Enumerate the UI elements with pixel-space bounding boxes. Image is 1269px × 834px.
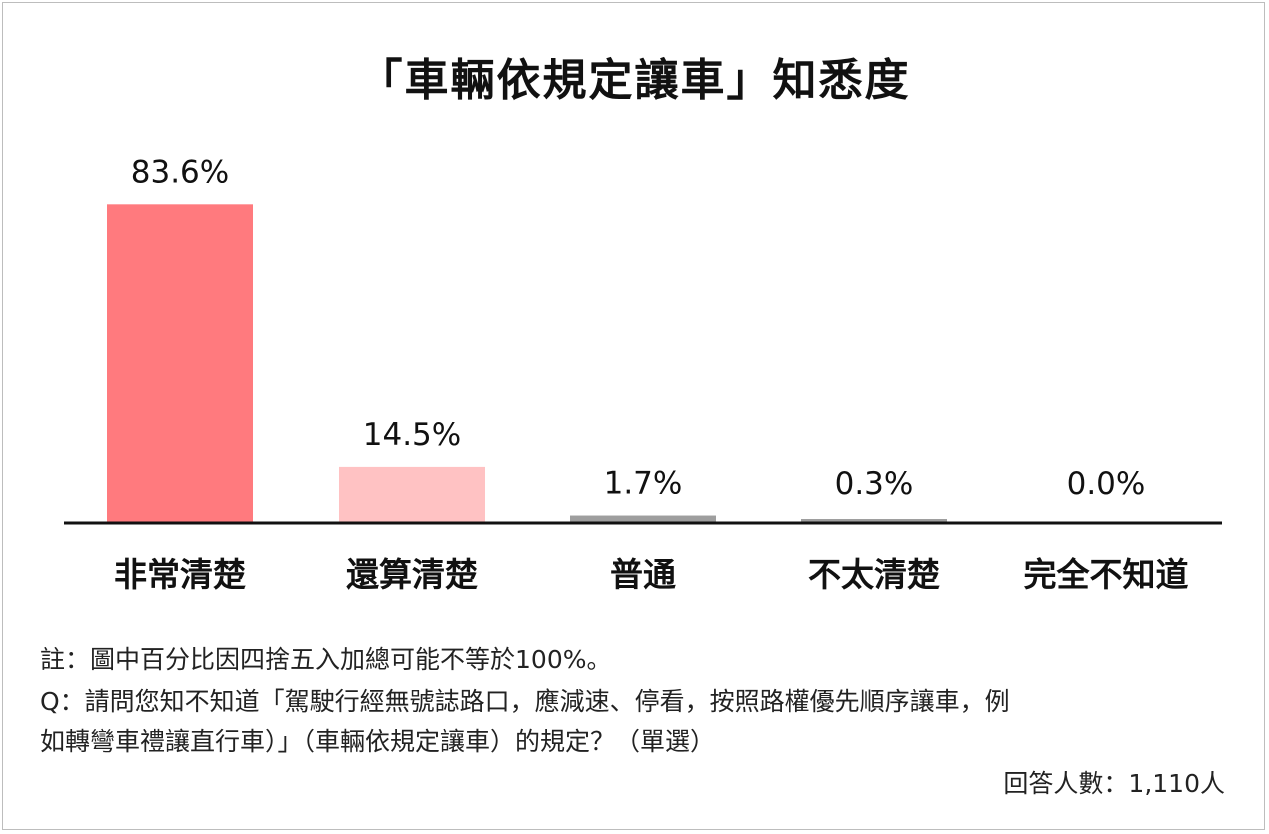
- note-question: Q：請問您知不知道「駕駛行經無號誌路口，應減速、停看，按照路權優先順序讓車，例: [40, 687, 1010, 716]
- value-label-2: 1.7%: [604, 466, 683, 502]
- value-label-3: 0.3%: [835, 466, 914, 502]
- bar-1: [339, 466, 485, 522]
- category-label-3: 不太清楚: [808, 555, 940, 594]
- note-rounding: 註：圖中百分比因四捨五入加總可能不等於100%。: [40, 645, 612, 674]
- value-label-0: 83.6%: [131, 154, 229, 190]
- note-question-cont: 如轉彎車禮讓直行車）」（車輛依規定讓車）的規定？（單選）: [40, 727, 716, 756]
- value-label-4: 0.0%: [1067, 466, 1146, 502]
- category-label-4: 完全不知道: [1024, 555, 1189, 594]
- value-label-1: 14.5%: [363, 417, 461, 453]
- bar-0: [107, 204, 253, 522]
- category-label-2: 普通: [610, 555, 676, 594]
- category-label-1: 還算清楚: [346, 555, 478, 594]
- category-label-0: 非常清楚: [114, 555, 246, 594]
- bar-2: [570, 515, 716, 522]
- respondent-count: 回答人數：1,110人: [1003, 769, 1225, 798]
- bar-3: [801, 519, 947, 522]
- chart-title: 「車輛依規定讓車」知悉度: [358, 55, 911, 106]
